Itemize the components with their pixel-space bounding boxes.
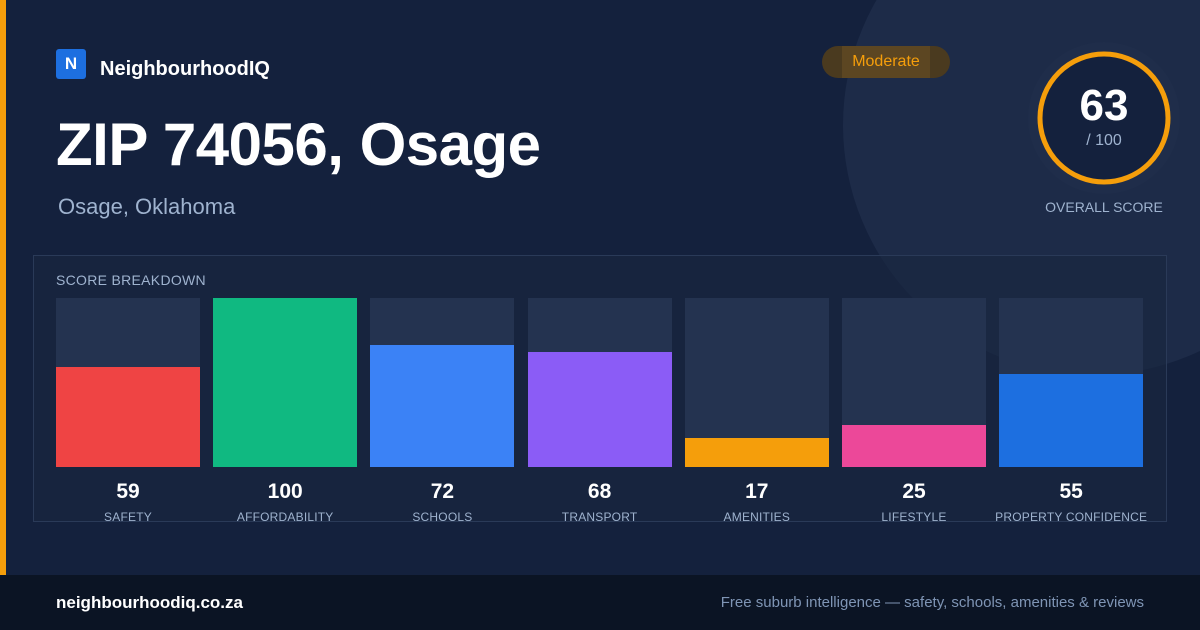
bar-column-affordability: 100 AFFORDABILITY: [213, 298, 358, 524]
bar-category-label: SAFETY: [104, 510, 152, 524]
bar: [999, 374, 1144, 467]
bar-column-property-confidence: 55 PROPERTY CONFIDENCE: [995, 298, 1147, 524]
bar-track: [56, 298, 200, 467]
page-title: ZIP 74056, Osage: [56, 111, 541, 178]
bar-column-amenities: 17 AMENITIES: [684, 298, 829, 524]
overall-score-label: OVERALL SCORE: [1045, 199, 1163, 215]
bar-value-label: 100: [267, 480, 303, 503]
rating-badge: Moderate: [822, 46, 950, 78]
bar: [370, 345, 515, 467]
bar-track: [370, 298, 515, 467]
bar-category-label: AMENITIES: [723, 510, 791, 524]
share-card: N NeighbourhoodIQ ZIP 74056, Osage Osage…: [0, 0, 1200, 575]
bar: [56, 367, 200, 467]
bar-category-label: LIFESTYLE: [881, 510, 947, 524]
bar-value-label: 68: [587, 480, 612, 503]
bar-track: [999, 298, 1144, 467]
bar-track: [684, 298, 829, 467]
bar-column-lifestyle: 25 LIFESTYLE: [842, 298, 986, 524]
bar-chart: 59 SAFETY 100 AFFORDABILITY 72 SCHOOLS 68 TRANS…: [34, 256, 1168, 524]
bar-category-label: TRANSPORT: [561, 510, 638, 524]
overall-score-max: / 100: [1086, 132, 1122, 149]
rating-badge-label: Moderate: [842, 46, 930, 78]
bar-column-transport: 68 TRANSPORT: [527, 298, 672, 524]
score-ring-arc: [1037, 51, 1171, 185]
location-subtitle: Osage, Oklahoma: [58, 194, 236, 219]
bar-value-label: 17: [745, 480, 769, 503]
bar-track: [527, 298, 672, 467]
overall-score-value: 63: [1079, 81, 1129, 130]
bar-value-label: 59: [116, 480, 140, 503]
bar-category-label: SCHOOLS: [412, 510, 473, 524]
footer-tagline: Free suburb intelligence — safety, schoo…: [720, 594, 1144, 611]
accent-bar: [0, 0, 6, 575]
bar-column-safety: 59 SAFETY: [56, 298, 200, 524]
bar: [842, 424, 986, 467]
bar-category-label: AFFORDABILITY: [236, 510, 334, 524]
bar-column-schools: 72 SCHOOLS: [370, 298, 515, 524]
score-breakdown-panel: SCORE BREAKDOWN 59 SAFETY 100 AFFORDABILITY…: [33, 255, 1168, 524]
score-ring-icon: [1028, 42, 1180, 194]
bar: [213, 298, 358, 467]
footer: neighbourhoodiq.co.za Free suburb intell…: [0, 575, 1200, 630]
bar-category-label: PROPERTY CONFIDENCE: [995, 510, 1148, 524]
bar: [684, 438, 829, 467]
footer-url: neighbourhoodiq.co.za: [56, 593, 243, 612]
bar-value-label: 55: [1059, 480, 1083, 503]
bar-track: [842, 298, 986, 467]
bar-track: [213, 298, 358, 467]
bar-value-label: 72: [430, 480, 455, 503]
brand-name: NeighbourhoodIQ: [100, 58, 270, 80]
overall-score-ring: 63 / 100: [1028, 42, 1180, 194]
brand-logo-icon: N: [56, 48, 86, 79]
bar: [527, 352, 672, 467]
bar-value-label: 25: [902, 480, 926, 503]
brand: N NeighbourhoodIQ: [56, 46, 270, 81]
breakdown-title: SCORE BREAKDOWN: [56, 272, 206, 288]
